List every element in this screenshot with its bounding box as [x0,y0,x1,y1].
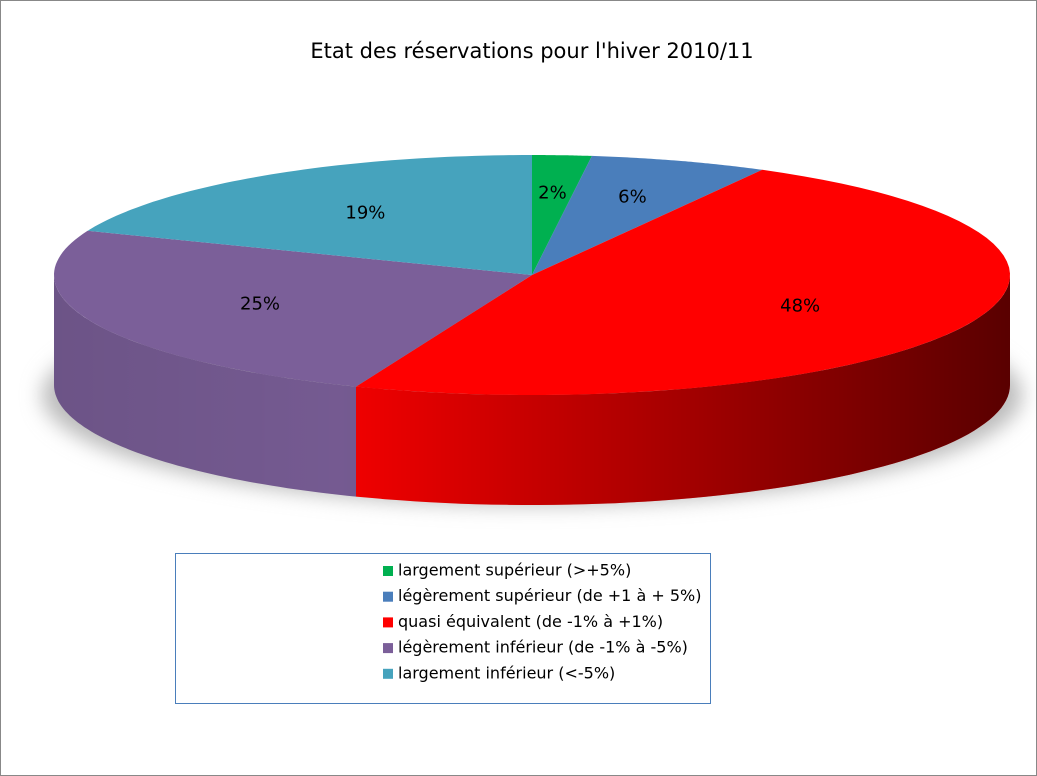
legend-swatch [383,643,393,654]
slice [532,155,592,275]
legend-label: légèrement inférieur (de -1% à -5%) [398,638,688,657]
slice [87,155,532,275]
legend-items: largement supérieur (>+5%) légèrement sup… [383,561,701,682]
data-label: 19% [345,202,385,223]
legend-swatch [383,566,393,576]
legend [175,553,711,704]
data-label: 25% [240,294,280,315]
legend-label: largement supérieur (>+5%) [398,561,631,580]
slice-side-shade [356,275,1010,505]
legend-swatch [383,617,393,628]
slice-side-shade [54,275,356,497]
chart-title: Etat des réservations pour l'hiver 2010/… [310,39,753,63]
legend-swatch [383,591,393,602]
legend-label: largement inférieur (<-5%) [398,663,615,682]
pie: 2% 6% 48% 25% 19% [54,155,1010,505]
data-label: 6% [618,186,647,207]
legend-label: légèrement supérieur (de +1 à + 5%) [398,586,701,605]
slice [54,230,532,387]
data-label: 2% [538,183,567,204]
legend-swatch [383,668,393,679]
slice [356,169,1010,395]
data-label: 48% [780,296,820,317]
slice [532,155,763,275]
legend-label: quasi équivalent (de -1% à +1%) [398,612,663,631]
